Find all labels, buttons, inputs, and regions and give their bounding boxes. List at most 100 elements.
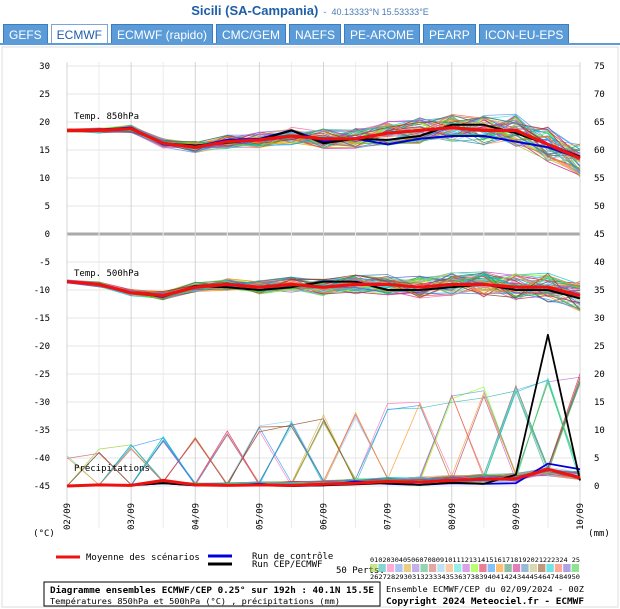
- left-tick-label: -10: [34, 286, 50, 296]
- x-tick-label: 03/09: [127, 503, 137, 530]
- pert-swatch: [386, 564, 395, 572]
- pert-swatch: [412, 564, 420, 572]
- pert-swatch: [496, 564, 504, 572]
- right-tick-label: 75: [594, 62, 605, 72]
- main-series: [66, 123, 581, 488]
- t500-mean-line: [66, 280, 581, 298]
- x-tick-label: 05/09: [255, 503, 265, 530]
- perts-row1: 0102030405060708091011121314151617181920…: [370, 557, 580, 564]
- perts-swatches: [370, 564, 579, 572]
- t850-mean-line: [67, 125, 581, 160]
- pert-swatch: [563, 564, 571, 572]
- legend-oper-label: Run CEP/ECMWF: [252, 560, 322, 570]
- pert-swatch: [378, 564, 386, 572]
- location-coords: 40.13333°N 15.53333°E: [331, 7, 429, 17]
- left-tick-label: 10: [39, 174, 50, 184]
- right-tick-label: 60: [594, 146, 605, 156]
- x-tick-label: 10/09: [576, 503, 586, 530]
- pert-swatch: [554, 564, 563, 572]
- right-tick-label: 70: [594, 90, 605, 100]
- tab-cmc-gem[interactable]: CMC/GEM: [216, 24, 287, 44]
- legend-mean-label: Moyenne des scénarios: [86, 552, 200, 563]
- left-tick-label: -45: [34, 482, 50, 492]
- left-tick-label: 0: [45, 230, 50, 240]
- pert-swatch: [521, 564, 529, 572]
- left-tick-label: -5: [39, 258, 50, 268]
- tab-pe-arome[interactable]: PE-AROME: [344, 24, 421, 44]
- label-t500: Temp. 500hPa: [74, 269, 139, 279]
- ensemble-info: Ensemble ECMWF/CEP du 02/09/2024 - 00Z: [386, 585, 584, 594]
- member-line-t500: [66, 274, 581, 310]
- left-tick-label: -15: [34, 314, 50, 324]
- pert-swatch: [571, 564, 579, 572]
- right-tick-label: 30: [594, 314, 605, 324]
- footer-line2: Températures 850hPa et 500hPa (°C) , pré…: [50, 596, 340, 606]
- left-tick-label: -30: [34, 398, 50, 408]
- tab-ecmwf[interactable]: ECMWF: [50, 24, 108, 44]
- pert-swatch: [454, 564, 462, 572]
- right-tick-label: 0: [594, 482, 599, 492]
- left-tick-label: 5: [45, 202, 50, 212]
- tab-gefs[interactable]: GEFS: [3, 24, 48, 44]
- title-bar: Sicili (SA-Campania) - 40.13333°N 15.533…: [0, 0, 620, 20]
- pert-swatch: [462, 564, 470, 572]
- right-tick-label: 65: [594, 118, 605, 128]
- location-title: Sicili (SA-Campania): [191, 3, 319, 18]
- pert-swatch: [428, 564, 437, 572]
- pert-swatch: [546, 564, 554, 572]
- pert-swatch: [370, 564, 378, 572]
- left-tick-label: -20: [34, 342, 50, 352]
- tab-pearp[interactable]: PEARP: [423, 24, 476, 44]
- tab-icon-eu-eps[interactable]: ICON-EU-EPS: [478, 24, 570, 44]
- pert-swatch: [529, 564, 537, 572]
- footer-line1: Diagramme ensembles ECMWF/CEP 0.25° sur …: [50, 585, 374, 596]
- member-line-t500: [66, 275, 581, 295]
- x-tick-label: 06/09: [320, 503, 330, 530]
- x-tick-label: 04/09: [191, 503, 201, 530]
- pert-swatch: [479, 564, 487, 572]
- right-tick-label: 15: [594, 398, 605, 408]
- left-tick-label: 25: [39, 90, 50, 100]
- chart-frame: [1, 46, 619, 608]
- title-separator: -: [323, 7, 327, 17]
- pert-swatch: [538, 564, 546, 572]
- tab-ecmwf-rapido[interactable]: ECMWF (rapido): [111, 24, 214, 44]
- right-tick-label: 50: [594, 202, 605, 212]
- x-tick-label: 08/09: [448, 503, 458, 530]
- right-tick-label: 55: [594, 174, 605, 184]
- pert-swatch: [504, 564, 512, 572]
- label-t850: Temp. 850hPa: [74, 112, 139, 122]
- tab-naefs[interactable]: NAEFS: [289, 24, 342, 44]
- pert-swatch: [403, 564, 411, 572]
- left-unit: (°C): [33, 529, 55, 539]
- right-tick-label: 10: [594, 426, 605, 436]
- pert-swatch: [470, 564, 479, 572]
- right-tick-label: 20: [594, 370, 605, 380]
- tab-underline: [0, 43, 620, 45]
- pert-swatch: [512, 564, 521, 572]
- right-unit: (mm): [588, 529, 610, 539]
- pert-swatch: [420, 564, 428, 572]
- label-precip: Précipitations: [74, 463, 150, 474]
- perts-row2: 2627282930313233343536373839404142434445…: [370, 574, 580, 581]
- model-tabs: GEFS ECMWF ECMWF (rapido) CMC/GEM NAEFS …: [3, 24, 570, 44]
- right-tick-label: 40: [594, 258, 605, 268]
- left-tick-label: -35: [34, 426, 50, 436]
- precip-mean-line: [66, 467, 581, 488]
- left-tick-label: -25: [34, 370, 50, 380]
- right-tick-label: 45: [594, 230, 605, 240]
- pert-swatch: [395, 564, 403, 572]
- legend-control-label: Run de contrôle: [252, 551, 333, 562]
- right-tick-label: 5: [594, 454, 599, 464]
- right-tick-label: 25: [594, 342, 605, 352]
- left-tick-label: 30: [39, 62, 50, 72]
- pert-swatch: [487, 564, 495, 572]
- pert-swatch: [445, 564, 453, 572]
- left-tick-label: -40: [34, 454, 50, 464]
- copyright: Copyright 2024 Meteociel.fr - ECMWF: [386, 596, 584, 607]
- left-tick-label: 15: [39, 146, 50, 156]
- x-tick-label: 02/09: [63, 503, 73, 530]
- x-tick-label: 07/09: [384, 503, 394, 530]
